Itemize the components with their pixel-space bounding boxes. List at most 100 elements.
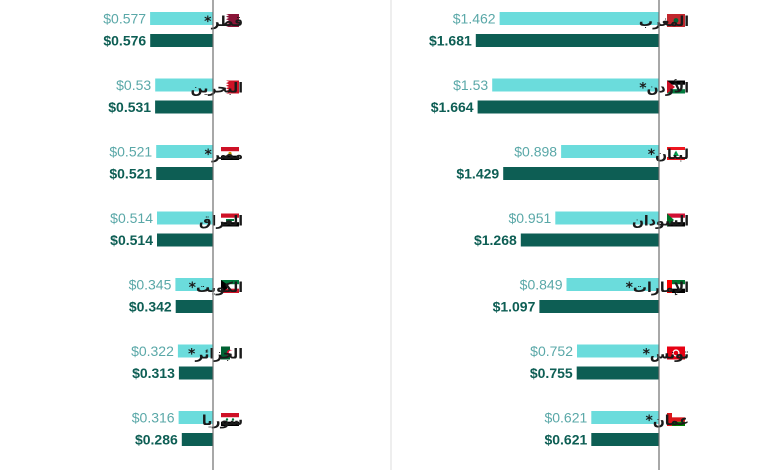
chart-row: $0.621 $0.621 عمان* (544, 410, 689, 448)
chart-row: $0.53 $0.531 البحرين (108, 77, 243, 115)
flag-part (221, 280, 227, 293)
flag-part (667, 280, 672, 293)
bar-current (503, 167, 659, 180)
chart-panel-2: $0.577 $0.576 قطر* $0.53 $0.531 البحرين $0.521… (103, 0, 243, 470)
flag-part (673, 18, 679, 23)
flag-part (221, 14, 226, 27)
flag-part (226, 90, 229, 94)
chart-panel-1: $1.462 $1.681 المغرب $1.53 $1.664 الأردن* $0.8… (429, 0, 689, 470)
chart-row: $0.521 $0.521 مصر* (109, 144, 243, 182)
value-label-current: $0.514 (110, 232, 153, 248)
bar-current (150, 34, 213, 47)
bahrain-flag-icon (221, 80, 239, 94)
sudan-flag-icon (667, 213, 685, 227)
bar-current (181, 433, 213, 446)
value-label-current: $1.429 (456, 166, 499, 182)
flag-part (226, 88, 229, 91)
chart-row: $1.53 $1.664 الأردن* (431, 77, 689, 115)
bar-previous (492, 78, 659, 92)
value-label-current: $1.664 (431, 99, 474, 115)
flag-part (226, 83, 229, 86)
syria-flag-icon (221, 413, 239, 426)
value-label-previous: $0.898 (514, 144, 557, 160)
tunisia-flag-icon (667, 346, 685, 360)
flag-part (226, 24, 229, 27)
country-label: العراق (199, 214, 243, 230)
flag-part (667, 417, 685, 422)
flag-part (667, 284, 685, 289)
bar-previous (561, 145, 659, 158)
uae-flag-icon (667, 280, 685, 293)
chart-row: $1.462 $1.681 المغرب (429, 11, 689, 49)
flag-part (667, 147, 685, 150)
bar-previous (591, 411, 659, 424)
flag-part (667, 84, 685, 90)
flag-part (221, 421, 239, 426)
value-label-previous: $0.53 (116, 77, 151, 93)
value-label-current: $0.621 (544, 432, 587, 448)
country-label: قطر* (204, 14, 243, 30)
flag-part (221, 417, 239, 422)
value-label-current: $0.286 (135, 432, 178, 448)
chart-row: $0.345 $0.342 الكويت* (129, 277, 243, 315)
flag-part (667, 280, 685, 285)
value-label-current: $0.576 (103, 33, 146, 49)
value-label-current: $0.313 (132, 365, 175, 381)
chart-row: $0.849 $1.097 الإمارات* (493, 277, 689, 315)
iraq-flag-icon (221, 213, 239, 227)
bar-previous (155, 78, 213, 92)
country-label: الإمارات* (626, 280, 689, 296)
value-label-current: $0.755 (530, 365, 573, 381)
flag-part (221, 147, 239, 152)
bar-current (156, 167, 213, 180)
egypt-flag-icon (221, 147, 239, 160)
flag-part (667, 213, 685, 218)
flag-part (226, 80, 229, 84)
value-label-current: $1.268 (474, 232, 517, 248)
bar-current (175, 300, 213, 313)
chart-row: $0.577 $0.576 قطر* (103, 11, 243, 49)
chart-row: $0.898 $1.429 لبنان* (456, 144, 689, 182)
value-label-previous: $0.849 (520, 277, 563, 293)
chart-row: $0.322 $0.313 الجزائر* (131, 343, 243, 381)
value-label-current: $0.342 (129, 299, 172, 315)
flag-part (226, 21, 229, 25)
bar-current (157, 233, 213, 247)
value-label-previous: $0.621 (544, 410, 587, 426)
bar-previous (175, 278, 213, 291)
oman-flag-icon (667, 413, 685, 426)
value-label-previous: $0.345 (129, 277, 172, 293)
flag-part (667, 80, 685, 85)
bar-current (475, 34, 659, 47)
value-label-previous: $1.462 (453, 11, 496, 27)
country-label: لبنان* (648, 147, 689, 163)
flag-part (228, 350, 234, 356)
flag-part (667, 222, 685, 227)
country-label: عمان* (646, 413, 689, 429)
flag-part (231, 418, 235, 421)
flag-part (221, 80, 226, 94)
flag-part (221, 413, 239, 418)
flag-part (667, 157, 685, 160)
bar-current (591, 433, 659, 446)
flag-part (667, 80, 675, 94)
chart-row: $0.316 $0.286 سوريا (132, 410, 243, 448)
qatar-flag-icon (221, 14, 239, 27)
flag-part (230, 346, 239, 360)
bar-previous (156, 145, 213, 158)
bar-previous (555, 211, 659, 225)
flag-part (226, 14, 229, 17)
value-label-current: $0.531 (108, 99, 151, 115)
flag-part (221, 280, 239, 285)
value-label-current: $1.681 (429, 33, 472, 49)
flag-part (226, 219, 234, 221)
value-label-current: $0.521 (109, 166, 152, 182)
value-label-previous: $0.521 (109, 144, 152, 160)
country-label: السودان (632, 214, 689, 230)
country-label: مصر* (205, 147, 244, 163)
kuwait-flag-icon (221, 280, 239, 293)
value-label-previous: $0.514 (110, 210, 153, 226)
bar-current (477, 100, 659, 114)
